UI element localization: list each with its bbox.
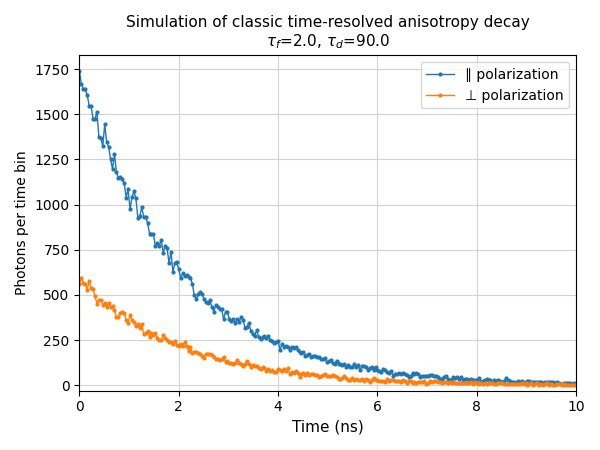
∥ polarization [321,356,328,361]
⊥ polarization [233,358,241,363]
∥ polarization [572,381,580,387]
Title: Simulation of classic time-resolved anisotropy decay
$\tau_f$=2.0, $\tau_d$=90.0: Simulation of classic time-resolved anis… [126,15,530,51]
X-axis label: Time (ns): Time (ns) [292,420,364,435]
Y-axis label: Photons per time bin: Photons per time bin [15,151,29,295]
⊥ polarization [294,370,301,376]
Line: ⊥ polarization: ⊥ polarization [78,277,578,387]
⊥ polarization [78,276,85,281]
⊥ polarization [323,374,331,379]
⊥ polarization [267,369,274,374]
⊥ polarization [261,365,268,371]
∥ polarization [76,68,83,73]
⊥ polarization [569,382,576,388]
∥ polarization [265,333,272,339]
∥ polarization [479,378,486,383]
Line: ∥ polarization: ∥ polarization [78,69,578,385]
∥ polarization [232,320,239,326]
Legend: ∥ polarization, ⊥ polarization: ∥ polarization, ⊥ polarization [421,62,569,108]
⊥ polarization [481,380,488,386]
⊥ polarization [76,282,83,287]
∥ polarization [559,381,566,387]
∥ polarization [292,344,299,350]
⊥ polarization [572,382,580,387]
∥ polarization [259,335,266,340]
